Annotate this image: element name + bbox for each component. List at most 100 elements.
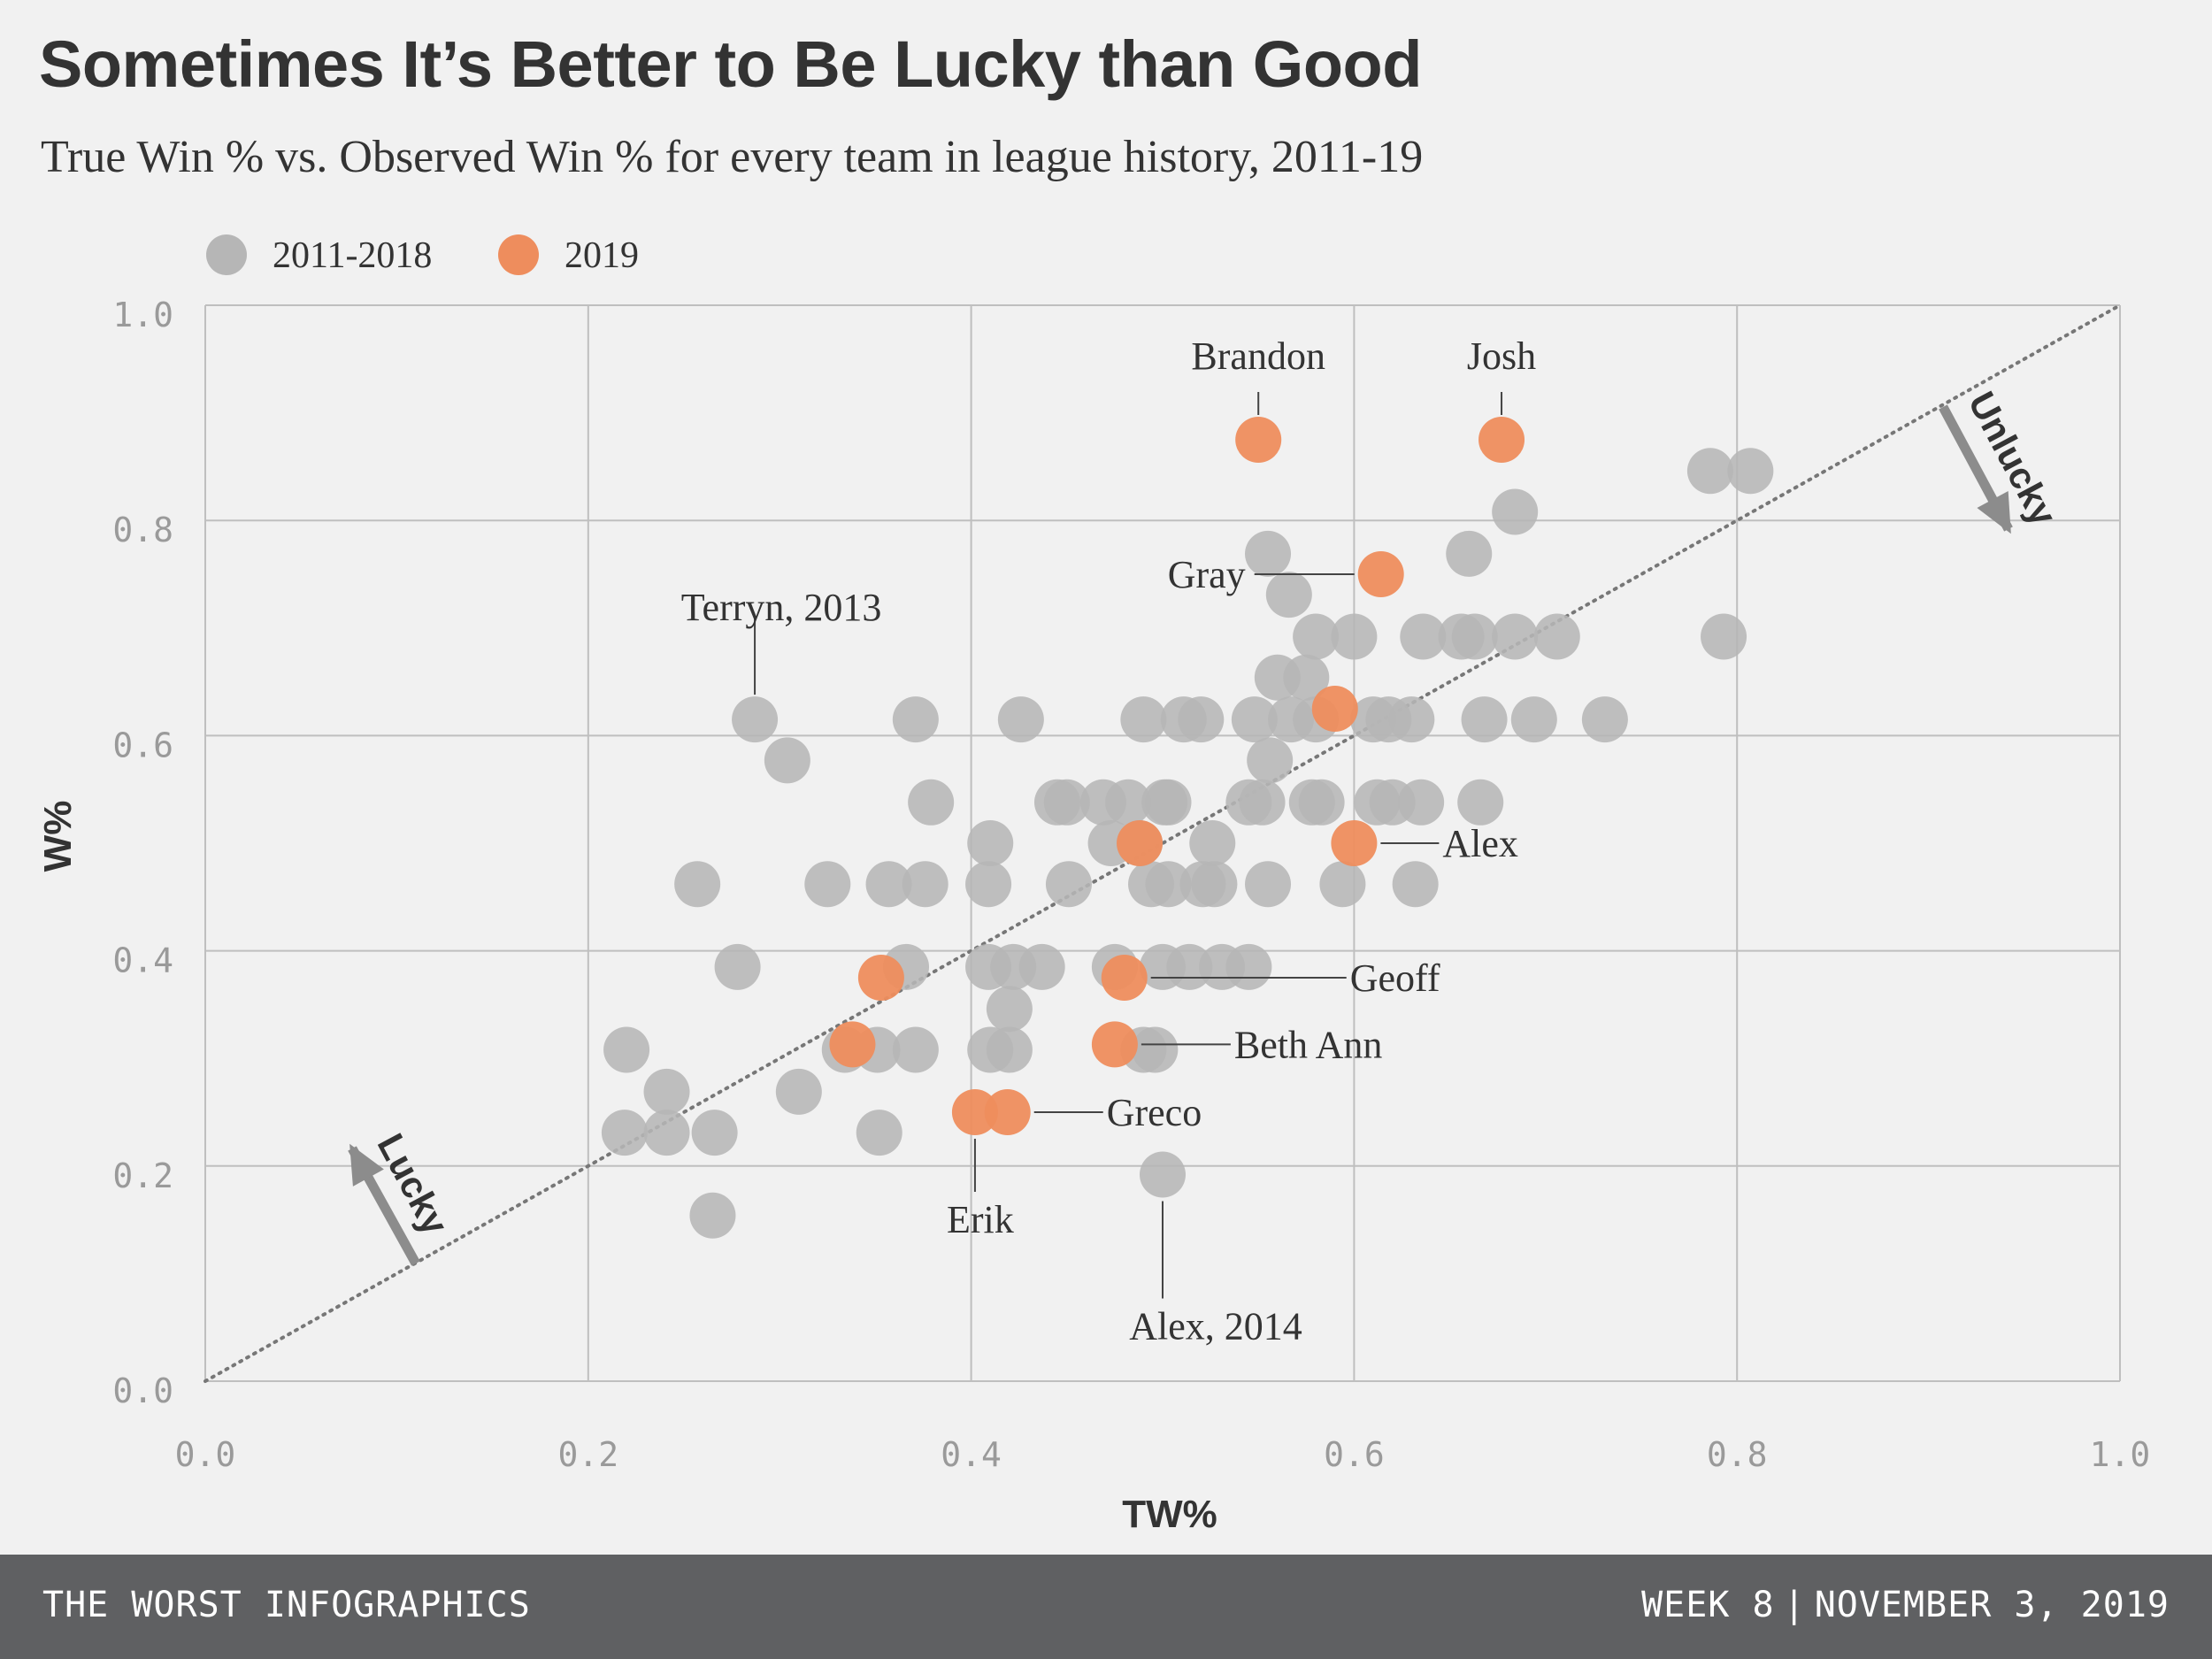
point-2011-2018 xyxy=(689,1192,736,1239)
point-2019 xyxy=(857,955,904,1001)
point-2011-2018 xyxy=(1686,448,1733,495)
point-2011-2018 xyxy=(1145,861,1192,908)
point-2011-2018 xyxy=(908,779,955,826)
point-2011-2018 xyxy=(691,1110,738,1156)
point-2011-2018 xyxy=(1446,530,1493,577)
point-2011-2018 xyxy=(1140,1151,1186,1198)
x-axis-title: TW% xyxy=(1122,1493,1217,1536)
y-axis-title: W% xyxy=(36,801,80,872)
point-2019 xyxy=(1091,1021,1138,1068)
scatter-chart: 2011-2018 2019 0.0 0.2 0.4 0.6 0.8 1.00.00.20… xyxy=(36,234,2150,1536)
y-tick-label: 0.6 xyxy=(112,726,173,764)
point-2019 xyxy=(1331,820,1378,866)
point-2011-2018 xyxy=(603,1026,650,1073)
legend-label-2019: 2019 xyxy=(565,235,639,276)
point-2011-2018 xyxy=(1457,779,1504,826)
y-tick-label: 0.2 xyxy=(112,1156,173,1195)
point-2011-2018 xyxy=(1392,861,1439,908)
x-tick-label: 0.6 xyxy=(1324,1435,1385,1474)
point-2011-2018 xyxy=(892,696,939,743)
point-2011-2018 xyxy=(764,737,810,784)
point-2019 xyxy=(1479,417,1525,463)
footer-dateline: WEEK 8 | NOVEMBER 3, 2019 xyxy=(1641,1585,2170,1625)
point-2011-2018 xyxy=(1365,696,1412,743)
point-2019 xyxy=(1117,820,1164,866)
point-2011-2018 xyxy=(865,861,912,908)
point-2011-2018 xyxy=(1245,861,1292,908)
annotation-label: Geoff xyxy=(1350,956,1440,1000)
annotation-label: Erik xyxy=(947,1198,1014,1241)
point-2011-2018 xyxy=(1191,861,1238,908)
axes: 0.0 0.2 0.4 0.6 0.8 1.0 0.0 0.2 0.4 0.6 0.8 1.0 TW% W… xyxy=(36,296,2150,1536)
point-2011-2018 xyxy=(1510,696,1557,743)
point-2011-2018 xyxy=(1319,861,1366,908)
point-2011-2018 xyxy=(601,1110,648,1156)
point-2011-2018 xyxy=(1701,613,1747,660)
point-2011-2018 xyxy=(1239,779,1286,826)
point-2011-2018 xyxy=(1178,696,1225,743)
footer-separator: | xyxy=(1783,1585,1806,1625)
footer-bar: THE WORST INFOGRAPHICS WEEK 8 | NOVEMBER 3… xyxy=(0,1555,2212,1659)
annotation-label: Alex xyxy=(1442,822,1518,865)
point-2011-2018 xyxy=(1492,488,1539,535)
annotation-label: Alex, 2014 xyxy=(1129,1305,1302,1348)
point-2019 xyxy=(1235,417,1282,463)
annotation-label: Josh xyxy=(1467,334,1536,378)
point-2011-2018 xyxy=(856,1110,902,1156)
point-2011-2018 xyxy=(714,943,761,990)
point-2011-2018 xyxy=(1331,613,1378,660)
point-2019 xyxy=(1101,955,1148,1001)
chart-subtitle: True Win % vs. Observed Win % for every … xyxy=(41,132,1424,182)
chart-title: Sometimes It’s Better to Be Lucky than G… xyxy=(39,27,1422,101)
point-2011-2018 xyxy=(1189,820,1236,866)
point-2011-2018 xyxy=(1451,613,1498,660)
annotation-label: Gray xyxy=(1168,553,1246,596)
lucky-arrow-head xyxy=(349,1143,384,1187)
point-2011-2018 xyxy=(1231,696,1278,743)
y-tick-label: 0.8 xyxy=(112,511,173,549)
point-2011-2018 xyxy=(1245,530,1292,577)
annotation-label: Beth Ann xyxy=(1234,1023,1382,1066)
y-tick-label: 0.4 xyxy=(112,941,173,980)
point-2011-2018 xyxy=(804,861,851,908)
point-2011-2018 xyxy=(1018,943,1065,990)
x-tick-label: 1.0 xyxy=(2090,1435,2151,1474)
point-2011-2018 xyxy=(674,861,721,908)
point-2011-2018 xyxy=(1533,613,1580,660)
point-2011-2018 xyxy=(997,696,1044,743)
series-2011-2018 xyxy=(601,448,1774,1239)
point-2011-2018 xyxy=(902,861,949,908)
point-2011-2018 xyxy=(732,696,779,743)
point-2011-2018 xyxy=(1293,613,1340,660)
region-label-lucky: Lucky xyxy=(370,1127,457,1242)
series-2019 xyxy=(829,417,1525,1135)
point-2019 xyxy=(984,1089,1031,1135)
legend-marker-2011-2018 xyxy=(206,234,247,275)
annotation-label: Greco xyxy=(1107,1091,1202,1134)
point-2011-2018 xyxy=(1265,572,1312,618)
point-2011-2018 xyxy=(1492,613,1539,660)
point-2011-2018 xyxy=(775,1068,822,1115)
point-2011-2018 xyxy=(892,1026,939,1073)
point-2011-2018 xyxy=(1247,737,1294,784)
point-2011-2018 xyxy=(1727,448,1774,495)
point-2019 xyxy=(951,1089,998,1135)
point-2011-2018 xyxy=(643,1068,690,1115)
point-2011-2018 xyxy=(986,986,1033,1033)
x-tick-label: 0.0 xyxy=(175,1435,236,1474)
footer-brand: THE WORST INFOGRAPHICS xyxy=(42,1585,531,1625)
y-tick-label: 0.0 xyxy=(112,1371,173,1410)
y-tick-label: 1.0 xyxy=(112,296,173,334)
legend-marker-2019 xyxy=(498,234,539,275)
point-2011-2018 xyxy=(986,1026,1033,1073)
point-2011-2018 xyxy=(643,1110,690,1156)
footer-week: WEEK 8 xyxy=(1641,1585,1775,1625)
point-2019 xyxy=(829,1021,876,1068)
point-2011-2018 xyxy=(1254,654,1301,701)
unlucky-arrow-head xyxy=(1977,491,2011,534)
point-2019 xyxy=(1311,686,1358,732)
point-2011-2018 xyxy=(1398,779,1445,826)
annotations: Brandon Josh Gray Terryn, 2013 Alex Geoff Beth… xyxy=(681,334,1536,1348)
point-2011-2018 xyxy=(1132,1026,1179,1073)
point-2011-2018 xyxy=(1105,779,1152,826)
